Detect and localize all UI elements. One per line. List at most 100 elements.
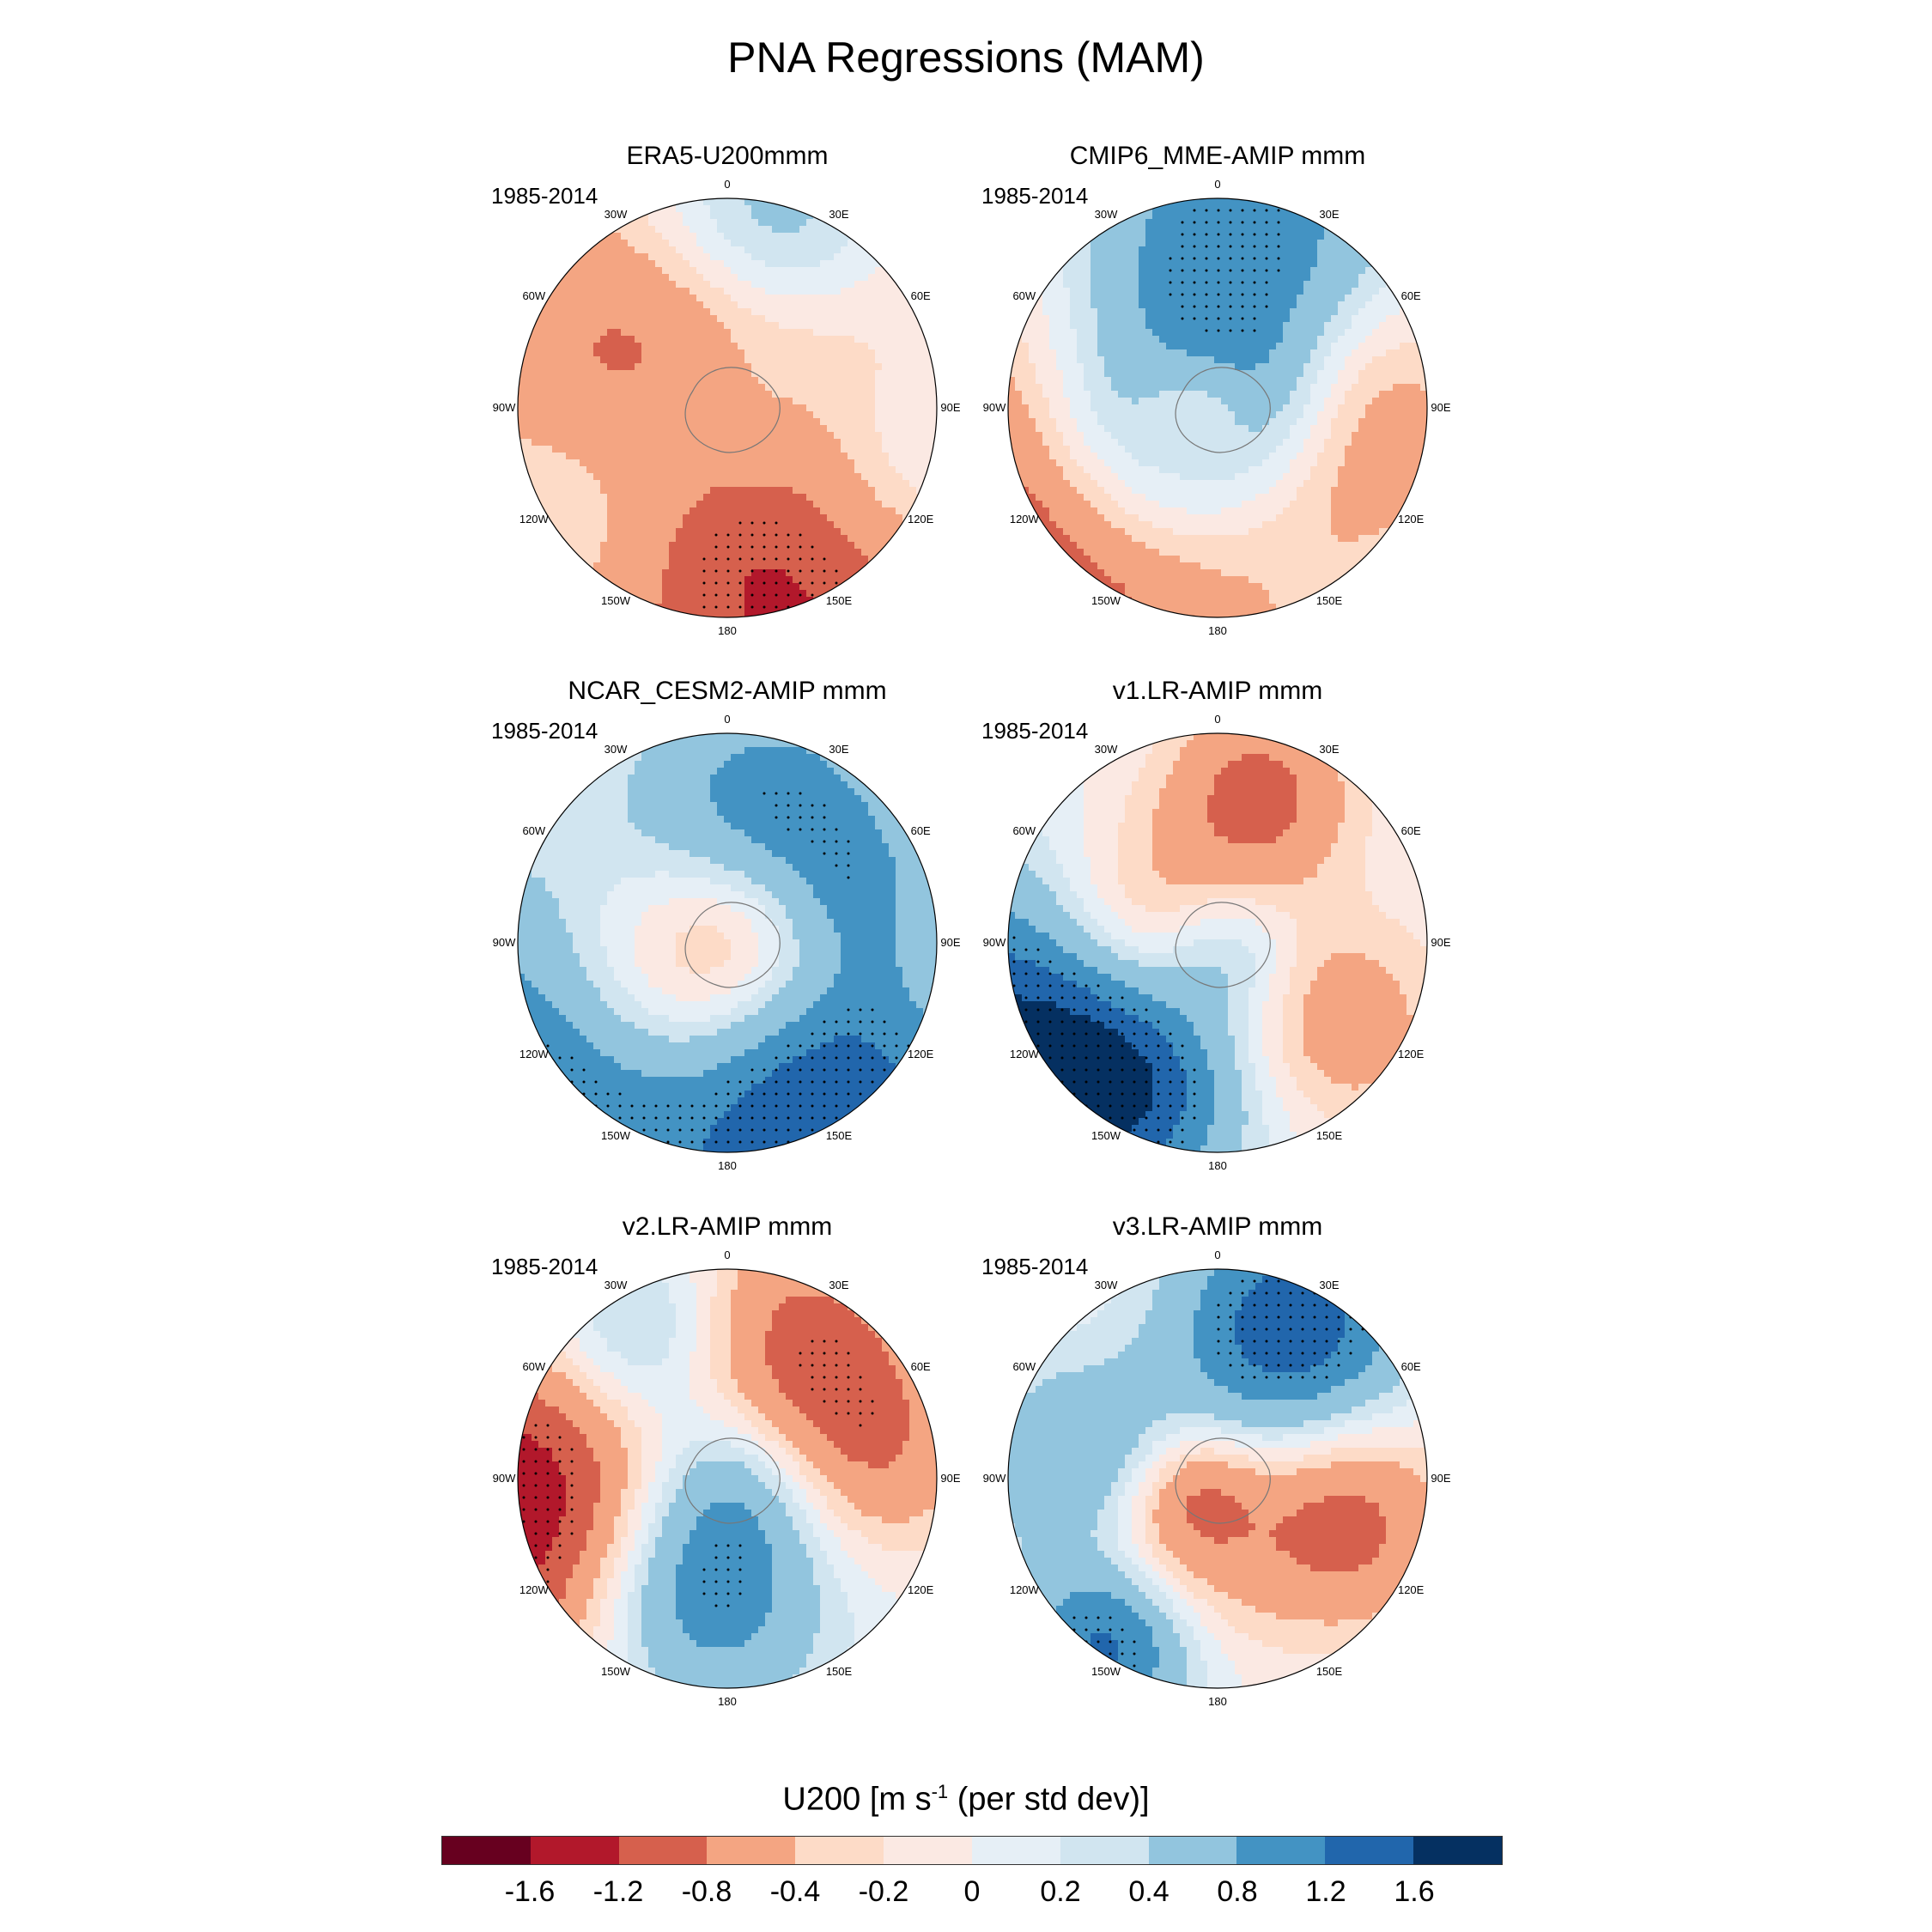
longitude-label: 30E [1319, 1279, 1339, 1291]
longitude-label: 120E [1398, 513, 1425, 526]
shaded-field [518, 733, 937, 1152]
longitude-label: 60E [1401, 1360, 1421, 1373]
longitude-label: 90W [983, 401, 1006, 414]
colorbar-box [1325, 1837, 1414, 1864]
longitude-label: 120W [519, 1583, 550, 1596]
panel-period: 1985-2014 [981, 183, 1089, 209]
polar-map: 0 30E 60E 90E 120E 150E 180 150W 120W 90W 60W 30W [493, 1249, 961, 1708]
map-panel-v2-lr: v2.LR-AMIP mmm 1985-2014 0 30E 60E 90E 120E 1… [453, 1212, 1002, 1728]
panel-period: 1985-2014 [981, 718, 1089, 744]
shaded-field [518, 1269, 937, 1688]
map-border [517, 197, 938, 618]
longitude-label: 60E [911, 824, 931, 837]
panel-title: ERA5-U200mmm [626, 142, 829, 170]
longitude-label: 30E [829, 208, 848, 221]
colorbar-box [971, 1837, 1060, 1864]
panel-title: NCAR_CESM2-AMIP mmm [568, 677, 887, 705]
map-border [1007, 197, 1428, 618]
shaded-field [1008, 1269, 1427, 1688]
colorbar-label: 0.8 [1217, 1875, 1258, 1908]
longitude-label: 30W [1095, 208, 1118, 221]
longitude-label: 150E [826, 1129, 853, 1142]
longitude-label: 0 [724, 1249, 730, 1261]
antarctica-coastline [684, 367, 781, 453]
longitude-label: 90E [940, 936, 960, 949]
longitude-label: 90W [983, 936, 1006, 949]
map-panel-era5: ERA5-U200mmm 1985-2014 0 30E 60E 90E 120E 150… [453, 142, 1002, 657]
colorbar-label: 1.6 [1394, 1875, 1435, 1908]
colorbar [441, 1836, 1503, 1865]
longitude-label: 150W [601, 1665, 631, 1678]
colorbar-box [1413, 1837, 1502, 1864]
antarctica-coastline [684, 902, 781, 988]
longitude-label: 0 [724, 178, 730, 191]
colorbar-label: -0.8 [681, 1875, 732, 1908]
longitude-label: 90E [1431, 1472, 1450, 1485]
shaded-field [1008, 198, 1427, 617]
longitude-label: 60E [1401, 824, 1421, 837]
longitude-label: 120E [908, 513, 934, 526]
longitude-label: 30W [605, 1279, 628, 1291]
longitude-label: 60E [911, 289, 931, 302]
panel-period: 1985-2014 [491, 183, 598, 209]
map-panel-cmip6-mme: CMIP6_MME-AMIP mmm 1985-2014 0 30E 60E 90E 1… [943, 142, 1492, 657]
map-border [517, 732, 938, 1153]
colorbar-box [530, 1837, 619, 1864]
longitude-label: 180 [1208, 624, 1227, 637]
longitude-label: 180 [718, 624, 737, 637]
colorbar-label: -0.2 [858, 1875, 909, 1908]
colorbar-box [795, 1837, 884, 1864]
colorbar-box [884, 1837, 972, 1864]
colorbar-box [1148, 1837, 1237, 1864]
longitude-label: 30W [1095, 1279, 1118, 1291]
shaded-field [1008, 733, 1427, 1152]
panel-title: v1.LR-AMIP mmm [1112, 677, 1323, 705]
longitude-label: 90W [493, 936, 516, 949]
colorbar-label: 1.2 [1305, 1875, 1346, 1908]
longitude-label: 150W [1091, 1665, 1121, 1678]
longitude-label: 150E [1316, 1665, 1343, 1678]
longitude-label: 150W [1091, 1129, 1121, 1142]
longitude-label: 120E [1398, 1048, 1425, 1060]
longitude-label: 120W [1010, 513, 1040, 526]
longitude-label: 150W [601, 594, 631, 607]
antarctica-coastline [1175, 902, 1271, 988]
map-panel-v3-lr: v3.LR-AMIP mmm 1985-2014 0 30E 60E 90E 120E 1… [943, 1212, 1492, 1728]
longitude-label: 180 [1208, 1695, 1227, 1708]
longitude-label: 30W [605, 208, 628, 221]
antarctica-coastline [1175, 367, 1271, 453]
longitude-label: 150E [826, 594, 853, 607]
colorbar-box [1060, 1837, 1149, 1864]
longitude-label: 30E [829, 1279, 848, 1291]
longitude-label: 180 [1208, 1159, 1227, 1172]
longitude-label: 60W [522, 1360, 545, 1373]
colorbar-box [1236, 1837, 1326, 1864]
map-border [1007, 1268, 1428, 1689]
colorbar-box [442, 1837, 531, 1864]
longitude-label: 0 [1214, 713, 1220, 726]
colorbar-label: -1.2 [592, 1875, 644, 1908]
figure-title: PNA Regressions (MAM) [727, 33, 1205, 82]
polar-map: 0 30E 60E 90E 120E 150E 180 150W 120W 90W 60W 30W [983, 178, 1451, 637]
polar-map: 0 30E 60E 90E 120E 150E 180 150W 120W 90W 60W 30W [983, 713, 1451, 1172]
longitude-label: 90E [1431, 401, 1450, 414]
longitude-label: 150E [1316, 1129, 1343, 1142]
map-panel-ncar-cesm2: NCAR_CESM2-AMIP mmm 1985-2014 0 30E 60E 90E… [453, 677, 1002, 1192]
longitude-label: 150W [601, 1129, 631, 1142]
longitude-label: 30W [1095, 743, 1118, 756]
longitude-label: 90W [493, 401, 516, 414]
map-panel-v1-lr: v1.LR-AMIP mmm 1985-2014 0 30E 60E 90E 120E 1… [943, 677, 1492, 1192]
longitude-label: 60E [1401, 289, 1421, 302]
polar-map: 0 30E 60E 90E 120E 150E 180 150W 120W 90W 60W 30W [493, 713, 961, 1172]
antarctica-coastline [684, 1437, 781, 1524]
colorbar-label: -1.6 [504, 1875, 556, 1908]
longitude-label: 30E [1319, 208, 1339, 221]
longitude-label: 0 [1214, 178, 1220, 191]
longitude-label: 120E [908, 1583, 934, 1596]
panel-title: CMIP6_MME-AMIP mmm [1069, 142, 1366, 170]
panel-title: v3.LR-AMIP mmm [1112, 1212, 1323, 1241]
longitude-label: 90W [493, 1472, 516, 1485]
panel-period: 1985-2014 [491, 718, 598, 744]
longitude-label: 30E [829, 743, 848, 756]
longitude-label: 150E [826, 1665, 853, 1678]
